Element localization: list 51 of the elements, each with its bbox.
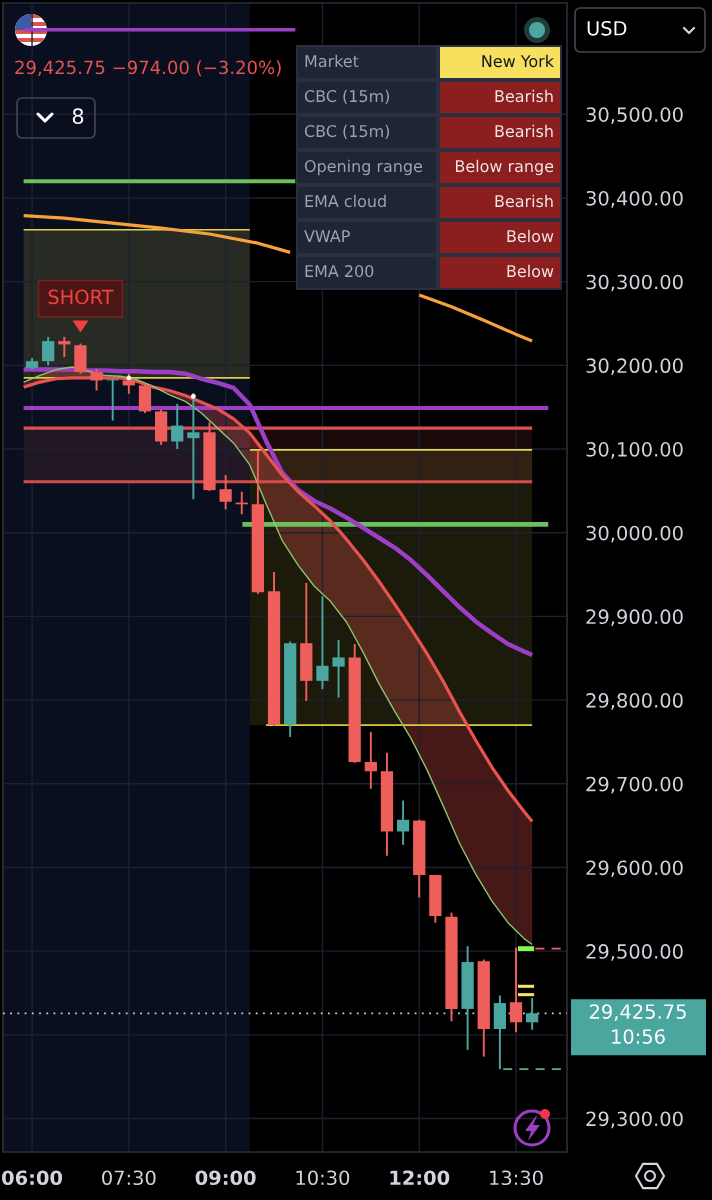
category-label: CBC (15m): [304, 124, 390, 140]
annotation: 29,425.75 −974.00 (−3.20%): [15, 60, 281, 77]
y-tick-label: 30,200.00: [586, 358, 683, 376]
candlestick: [42, 335, 55, 367]
candlestick: [364, 730, 377, 790]
candlestick: [90, 367, 103, 392]
x-tick-label: 10:30: [296, 1170, 350, 1186]
annotation: Below: [507, 229, 554, 243]
y-tick-label: 30,100.00: [586, 442, 683, 459]
y-tick-label: 30,400.00: [586, 190, 683, 208]
candlestick: [219, 474, 232, 511]
category-label: EMA cloud: [305, 194, 386, 208]
candlestick: [187, 392, 200, 501]
annotation: New York: [482, 54, 554, 68]
y-tick-label: 29,700.00: [586, 776, 683, 794]
x-tick-label: 07:30: [102, 1170, 156, 1186]
annotation: Below: [507, 264, 554, 278]
candlestick: [526, 997, 539, 1031]
x-tick-label: 12:00: [390, 1170, 450, 1186]
annotation: Below range: [455, 159, 554, 176]
annotation: 8: [72, 108, 84, 125]
candlestick: [106, 377, 119, 422]
category-label: VWAP: [304, 230, 350, 242]
category-label: Opening range: [304, 159, 423, 176]
annotation: Bearish: [495, 194, 553, 208]
candlestick: [171, 402, 184, 451]
y-tick-label: 30,300.00: [586, 274, 683, 292]
annotation: SHORT: [48, 289, 114, 305]
y-tick-label: 29,800.00: [586, 693, 683, 710]
candlestick: [396, 799, 410, 846]
candlestick: [122, 372, 135, 395]
text: 10:56: [612, 1029, 665, 1044]
annotation: Bearish: [495, 124, 553, 138]
category-label: CBC (15m): [304, 89, 390, 105]
candlestick: [332, 638, 345, 699]
ref-line-label: 29,425.75: [589, 1004, 686, 1021]
y-tick-label: 29,300.00: [586, 1111, 683, 1129]
x-tick-label: 06:00: [2, 1170, 63, 1186]
y-tick-label: 29,600.00: [586, 860, 683, 878]
y-tick-label: 30,500.00: [586, 107, 683, 124]
annotation: Bearish: [495, 89, 553, 103]
x-tick-label: 09:00: [195, 1170, 256, 1186]
candlestick: [509, 946, 523, 1034]
text: USD: [587, 20, 627, 36]
y-tick-label: 30,000.00: [586, 525, 683, 543]
y-tick-label: 29,500.00: [586, 944, 683, 961]
x-tick-label: 13:30: [490, 1170, 543, 1186]
category-label: Market: [305, 54, 359, 68]
category-label: EMA 200: [305, 265, 374, 278]
candlestick: [316, 595, 329, 691]
y-tick-label: 29,900.00: [586, 609, 683, 627]
